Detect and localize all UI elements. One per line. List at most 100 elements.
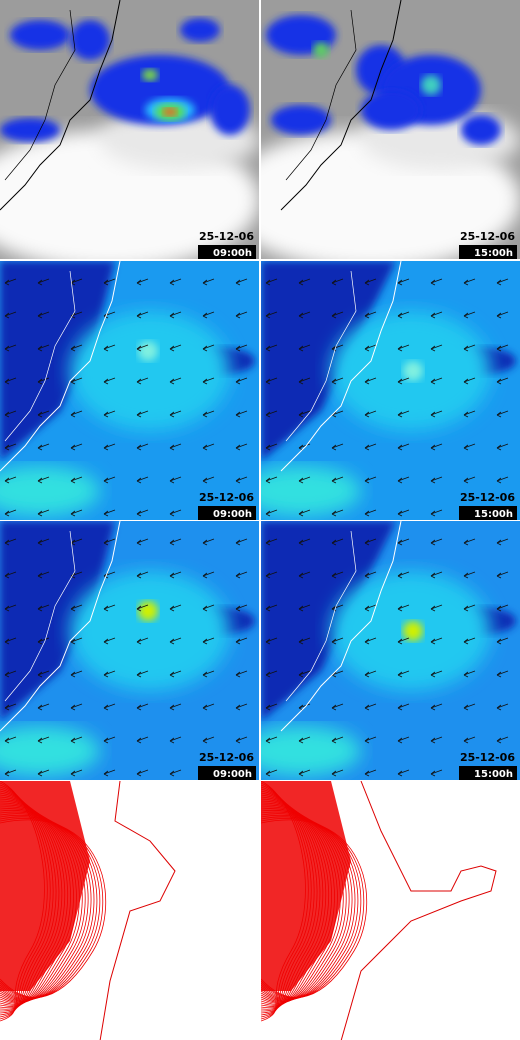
wind-arrow: [430, 571, 443, 579]
wind-arrow: [169, 538, 182, 546]
contour: [99, 781, 176, 1040]
wind-arrow: [265, 703, 278, 711]
wind-arrow: [136, 377, 149, 385]
wind-arrow: [331, 476, 344, 484]
wind-arrow: [397, 410, 410, 418]
wind-arrow: [202, 377, 215, 385]
wind-arrow: [397, 571, 410, 579]
wind-arrow: [331, 604, 344, 612]
wind-arrow: [169, 769, 182, 777]
time-label: 15:00h: [474, 769, 513, 780]
map-panel: [0, 521, 259, 780]
wind-arrow: [430, 703, 443, 711]
rain-core: [421, 75, 441, 95]
wind-arrow: [265, 571, 278, 579]
wind-arrow: [364, 538, 377, 546]
wind-arrow: [4, 410, 17, 418]
wind-arrow: [430, 476, 443, 484]
wind-arrow: [430, 538, 443, 546]
map-panel: [0, 0, 259, 259]
wind-arrow: [298, 670, 311, 678]
date-label: 25-12-06: [199, 751, 254, 764]
wind-arrow: [364, 509, 377, 517]
wind-arrow: [4, 476, 17, 484]
map-panel: [0, 781, 259, 1040]
wind-arrow: [265, 377, 278, 385]
wind-arrow: [430, 509, 443, 517]
wind-arrow: [397, 377, 410, 385]
wind-arrow: [496, 637, 509, 645]
wind-arrow: [70, 736, 83, 744]
rain-core: [313, 42, 329, 58]
wind-arrow: [397, 637, 410, 645]
wind-arrow: [298, 278, 311, 286]
wind-arrow: [496, 703, 509, 711]
wind-arrow: [4, 278, 17, 286]
wind-arrow: [496, 476, 509, 484]
peak: [138, 341, 158, 361]
wind-arrow: [265, 538, 278, 546]
wind-arrow: [430, 637, 443, 645]
wind-arrow: [397, 736, 410, 744]
wind-arrow: [103, 604, 116, 612]
date-label: 25-12-06: [199, 230, 254, 243]
wind-arrow: [136, 637, 149, 645]
wind-arrow: [265, 769, 278, 777]
contour-fill: [261, 781, 351, 991]
wind-arrow: [202, 736, 215, 744]
wind-arrow: [103, 377, 116, 385]
rain-area: [70, 20, 110, 60]
wind-arrow: [364, 377, 377, 385]
rain-area: [210, 85, 250, 135]
wind-arrow: [136, 443, 149, 451]
wind-arrow: [265, 670, 278, 678]
wind-arrow: [331, 278, 344, 286]
wind-arrow: [397, 769, 410, 777]
wind-arrow: [37, 637, 50, 645]
wind-arrow: [430, 443, 443, 451]
wind-arrow: [364, 476, 377, 484]
wind-arrow: [235, 736, 248, 744]
wind-arrow: [37, 476, 50, 484]
wind-arrow: [202, 604, 215, 612]
wind-arrow: [70, 377, 83, 385]
wind-arrow: [235, 703, 248, 711]
wind-arrow: [463, 344, 476, 352]
wind-arrow: [4, 344, 17, 352]
time-label-box: [459, 506, 517, 520]
wind-arrow: [298, 377, 311, 385]
wind-arrow: [430, 410, 443, 418]
coastline: [0, 0, 121, 211]
wind-arrow: [136, 604, 149, 612]
wind-arrow: [331, 509, 344, 517]
wind-arrow: [265, 476, 278, 484]
peak: [403, 621, 423, 641]
wind-arrow: [202, 476, 215, 484]
wind-arrow: [136, 509, 149, 517]
wind-arrow: [364, 344, 377, 352]
wind-arrow: [298, 410, 311, 418]
wind-arrow: [265, 344, 278, 352]
border-line: [4, 530, 76, 702]
wind-arrow: [4, 736, 17, 744]
wind-arrow: [70, 410, 83, 418]
time-label-box: [198, 766, 256, 780]
date-label: 25-12-06: [460, 751, 515, 764]
wind-arrow: [496, 670, 509, 678]
wind-arrow: [4, 571, 17, 579]
wind-arrow: [265, 736, 278, 744]
time-label: 15:00h: [474, 509, 513, 520]
wind-arrow: [4, 538, 17, 546]
wind-arrow: [103, 410, 116, 418]
wind-arrow: [169, 509, 182, 517]
wind-arrow: [298, 538, 311, 546]
map-panel: [261, 0, 520, 259]
wind-arrow: [265, 509, 278, 517]
time-label: 09:00h: [213, 248, 252, 259]
wind-arrow: [37, 670, 50, 678]
wind-arrow: [169, 443, 182, 451]
wind-arrow: [235, 476, 248, 484]
wind-arrow: [169, 637, 182, 645]
wind-arrow: [397, 604, 410, 612]
